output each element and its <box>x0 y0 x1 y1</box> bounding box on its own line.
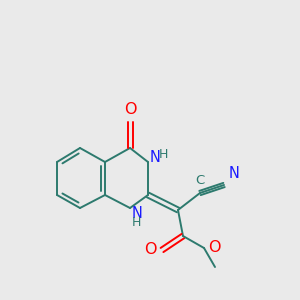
Text: O: O <box>145 242 157 257</box>
Text: N: N <box>132 206 143 220</box>
Text: O: O <box>208 241 220 256</box>
Text: N: N <box>229 166 240 181</box>
Text: H: H <box>159 148 168 160</box>
Text: C: C <box>195 174 205 187</box>
Text: H: H <box>132 215 141 229</box>
Text: N: N <box>150 149 161 164</box>
Text: O: O <box>124 102 136 117</box>
